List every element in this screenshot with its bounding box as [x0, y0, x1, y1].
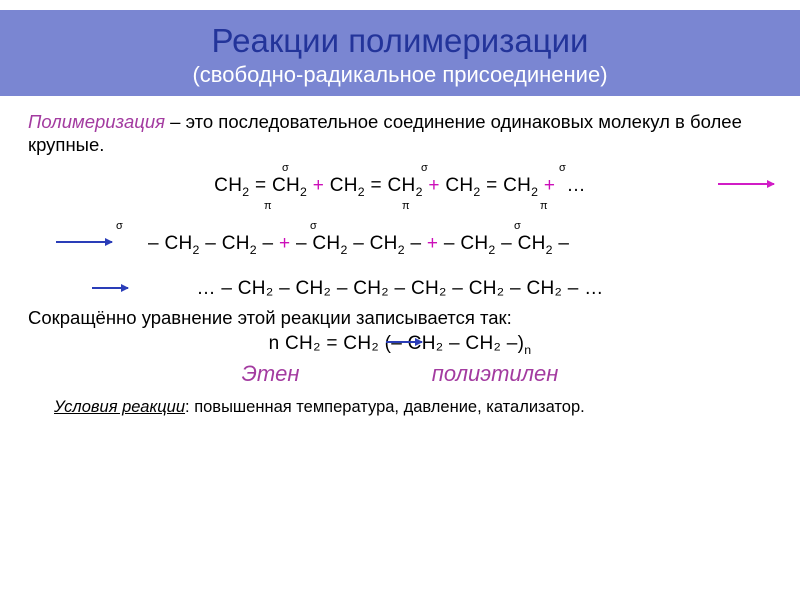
- sigma-row-2: σ σ σ: [28, 220, 772, 232]
- eq4: n CH₂ = CH₂ (– CH₂ – CH₂ –)n: [28, 332, 772, 358]
- def-term: Полимеризация: [28, 111, 165, 132]
- reactant-name: Этен: [242, 361, 300, 386]
- conditions-label: Условия реакции: [54, 398, 185, 416]
- plus: +: [427, 233, 444, 254]
- ch2: CH2: [272, 175, 307, 196]
- plus: +: [313, 175, 330, 196]
- ch2: CH2: [370, 233, 405, 254]
- eq2-line: – CH2 – CH2 – + – CH2 – CH2 – + – CH2 – …: [28, 232, 772, 258]
- ellipsis: …: [567, 175, 586, 196]
- ch2: CH2: [445, 175, 480, 196]
- eq3: … – CH₂ – CH₂ – CH₂ – CH₂ – CH₂ – CH₂ – …: [28, 277, 772, 301]
- ch2: CH2: [164, 233, 199, 254]
- sentence-shortform: Сокращённо уравнение этой реакции записы…: [28, 306, 772, 329]
- arrow-in-icon: [92, 287, 128, 289]
- ch2: CH2: [214, 175, 249, 196]
- pi-label: π: [540, 200, 548, 214]
- eq2: σ σ σ – CH2 – CH2 – + – CH2 – CH2 – + – …: [28, 220, 772, 258]
- title-band: Реакции полимеризации (свободно-радикаль…: [0, 10, 800, 96]
- eq3-line: … – CH₂ – CH₂ – CH₂ – CH₂ – CH₂ – CH₂ – …: [28, 277, 772, 301]
- pi-row-1: π π π: [28, 200, 772, 212]
- title-sub: (свободно-радикальное присоединение): [0, 62, 800, 88]
- ch2: CH2: [388, 175, 423, 196]
- definition: Полимеризация – это последовательное сое…: [28, 110, 772, 156]
- plus: +: [544, 175, 561, 196]
- arrow-in-icon: [56, 241, 112, 243]
- ch2: CH2: [330, 175, 365, 196]
- plus: +: [279, 233, 296, 254]
- names-row: Этен полиэтилен: [28, 360, 772, 388]
- product-name: полиэтилен: [432, 361, 559, 386]
- sigma-row-1: σ σ σ: [28, 162, 772, 174]
- eq1-line: CH2 = CH2 + CH2 = CH2 + CH2 = CH2 + …: [28, 174, 772, 200]
- plus: +: [428, 175, 445, 196]
- sub-n: n: [524, 342, 531, 356]
- ch2: CH2: [518, 233, 553, 254]
- conditions: Условия реакции: повышенная температура,…: [28, 397, 772, 418]
- eq4-line: n CH₂ = CH₂ (– CH₂ – CH₂ –)n: [28, 332, 772, 358]
- arrow-out-icon: [718, 183, 774, 185]
- ch2: CH2: [312, 233, 347, 254]
- ch2: CH2: [460, 233, 495, 254]
- ch2: CH2: [503, 175, 538, 196]
- content: Полимеризация – это последовательное сое…: [0, 96, 800, 418]
- pi-label: π: [264, 200, 272, 214]
- ch2: CH2: [222, 233, 257, 254]
- arrow-reaction-icon: [386, 341, 422, 343]
- title-main: Реакции полимеризации: [0, 22, 800, 60]
- eq1: σ σ σ CH2 = CH2 + CH2 = CH2 + CH2 = CH2 …: [28, 162, 772, 212]
- conditions-text: : повышенная температура, давление, ката…: [185, 398, 585, 416]
- pi-label: π: [402, 200, 410, 214]
